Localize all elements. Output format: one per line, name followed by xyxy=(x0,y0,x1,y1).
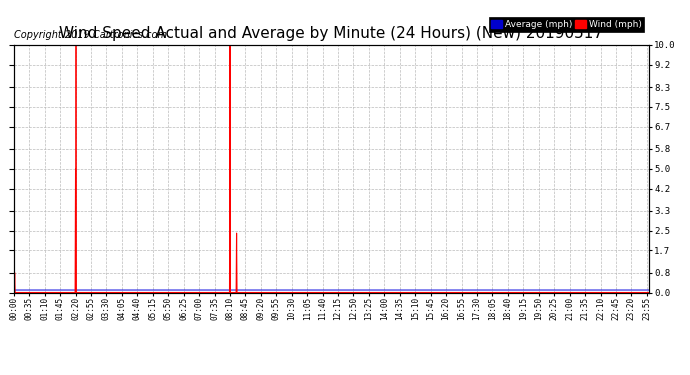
Text: Copyright 2019 Cartronics.com: Copyright 2019 Cartronics.com xyxy=(14,30,167,40)
Title: Wind Speed Actual and Average by Minute (24 Hours) (New) 20190517: Wind Speed Actual and Average by Minute … xyxy=(59,26,603,41)
Legend: Average (mph), Wind (mph): Average (mph), Wind (mph) xyxy=(489,17,644,32)
